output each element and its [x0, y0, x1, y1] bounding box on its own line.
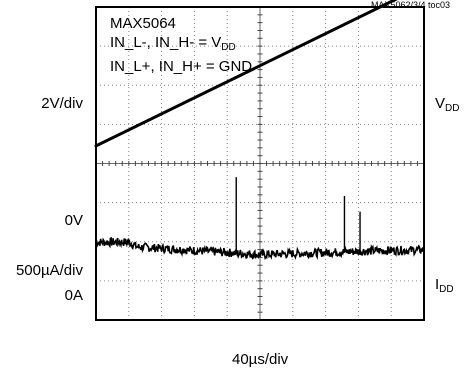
ch1-scale-label: 2V/div: [41, 95, 83, 112]
graticule-grid: [96, 7, 424, 320]
ch1-trace-name: V: [435, 95, 446, 112]
condition-line-1: IN_L-, IN_H- = VDD: [110, 33, 252, 57]
ch1-trace-subscript: DD: [445, 103, 460, 114]
ch2-trace-subscript: DD: [439, 284, 454, 295]
condition-line-2: IN_L+, IN_H+ = GND: [110, 58, 253, 75]
ch1-zero-label: 0V: [64, 212, 83, 229]
vdd-trace: [94, 0, 398, 148]
condition-1-text: IN_L-, IN_H- = V: [110, 34, 222, 51]
condition-1-subscript: DD: [221, 42, 236, 53]
ch2-trace-name: I: [435, 276, 440, 293]
device-annotation: MAX5064 IN_L-, IN_H- = VDD IN_L+, IN_H+ …: [110, 14, 252, 76]
trace-layer: [94, 0, 425, 261]
device-name: MAX5064: [110, 15, 176, 32]
ch2-zero-label: 0A: [64, 287, 83, 304]
ch2-trace-label: IDD: [435, 276, 454, 295]
time-scale-label: 40µs/div: [232, 351, 289, 368]
ch2-scale-label: 500µA/div: [15, 262, 83, 279]
ch1-trace-label: VDD: [435, 95, 459, 114]
figure-id: MAX5062/3/4 toc03: [370, 0, 450, 10]
idd-trace: [95, 236, 425, 261]
plot-frame: [95, 6, 425, 321]
plot-border: [95, 6, 425, 321]
